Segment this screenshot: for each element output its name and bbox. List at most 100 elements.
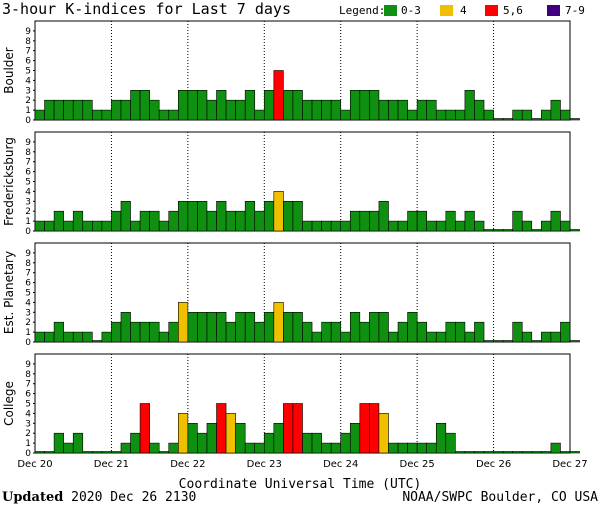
kp-bar xyxy=(521,220,533,232)
kp-bar xyxy=(111,451,122,454)
kp-bar xyxy=(378,201,389,232)
y-tick-label: 7 xyxy=(25,380,31,390)
kp-bar xyxy=(187,201,198,232)
kp-bar xyxy=(359,403,370,454)
kp-bar xyxy=(426,99,437,121)
kp-bar xyxy=(521,331,533,343)
kp-bar xyxy=(311,220,322,232)
kp-bar xyxy=(435,422,447,454)
y-tick-label: 4 xyxy=(25,187,31,197)
kp-bar xyxy=(292,201,303,232)
kp-bar xyxy=(72,331,84,343)
y-tick-label: 4 xyxy=(25,409,31,419)
kp-bar xyxy=(493,451,504,454)
y-tick-label: 4 xyxy=(25,298,31,308)
x-tick-label: Dec 23 xyxy=(247,459,282,470)
kp-bar xyxy=(187,422,198,454)
kp-bar xyxy=(445,432,456,454)
kp-bar xyxy=(569,118,580,121)
kp-bar xyxy=(493,118,504,121)
kp-bar xyxy=(168,109,179,121)
kp-bar xyxy=(254,109,265,121)
kp-bar xyxy=(216,403,227,454)
kp-bar xyxy=(92,109,103,121)
kp-bar xyxy=(378,413,389,454)
y-tick-label: 4 xyxy=(25,76,31,86)
y-tick-label: 9 xyxy=(25,138,31,148)
kp-bar xyxy=(120,201,131,232)
kp-bar xyxy=(72,432,84,454)
kp-bar xyxy=(187,311,198,343)
kp-bar xyxy=(283,201,294,232)
kp-bar xyxy=(388,442,399,454)
kp-bar xyxy=(455,220,466,232)
y-tick-label: 6 xyxy=(25,390,31,400)
y-tick-label: 0 xyxy=(25,116,31,126)
kp-bar xyxy=(369,210,380,232)
panel-label: Boulder xyxy=(2,47,16,94)
kp-bar xyxy=(130,432,141,454)
x-tick-label: Dec 26 xyxy=(476,459,511,470)
kp-bar xyxy=(34,331,45,343)
kp-bar xyxy=(53,99,64,121)
kp-bar xyxy=(407,109,418,121)
kp-bar xyxy=(407,442,418,454)
kp-bar xyxy=(139,403,150,454)
x-tick-label: Dec 22 xyxy=(170,459,205,470)
y-tick-label: 7 xyxy=(25,47,31,57)
kp-bar xyxy=(273,302,284,343)
kp-bar xyxy=(483,451,494,454)
kp-bar xyxy=(225,413,236,454)
kp-bar xyxy=(483,229,494,232)
source-credit: NOAA/SWPC Boulder, CO USA xyxy=(402,490,598,505)
kp-bar xyxy=(82,99,93,121)
kp-bar xyxy=(53,210,64,232)
kp-bar xyxy=(139,210,150,232)
y-tick-label: 3 xyxy=(25,197,31,207)
kp-bar xyxy=(178,413,189,454)
kp-bar xyxy=(178,201,189,232)
kp-bar xyxy=(225,210,236,232)
kp-bar xyxy=(206,422,217,454)
y-tick-label: 8 xyxy=(25,37,31,47)
kp-bar xyxy=(550,99,561,121)
y-tick-label: 1 xyxy=(25,328,31,338)
panel-label: Fredericksburg xyxy=(2,137,16,226)
kp-bar xyxy=(225,99,236,121)
y-tick-label: 3 xyxy=(25,86,31,96)
kp-bar xyxy=(244,201,256,232)
kp-bar xyxy=(235,422,246,454)
kp-bar xyxy=(111,321,122,343)
kp-bar xyxy=(321,321,332,343)
kp-bar xyxy=(82,220,93,232)
x-tick-label: Dec 24 xyxy=(323,459,358,470)
kp-bar xyxy=(311,432,322,454)
kp-bar xyxy=(397,220,408,232)
kp-bar xyxy=(72,210,84,232)
kp-bar xyxy=(397,442,408,454)
kp-bar xyxy=(369,90,380,121)
kp-bar xyxy=(82,451,93,454)
kp-bar xyxy=(521,109,533,121)
kp-bar xyxy=(263,311,275,343)
kp-bar xyxy=(283,90,294,121)
legend-text-4: 4 xyxy=(460,4,467,17)
kp-bar xyxy=(541,220,552,232)
y-tick-label: 9 xyxy=(25,360,31,370)
kp-bar xyxy=(139,90,150,121)
kp-bar xyxy=(531,229,542,232)
kp-bar xyxy=(426,442,437,454)
y-tick-label: 8 xyxy=(25,259,31,269)
x-tick-label: Dec 21 xyxy=(94,459,129,470)
kp-bar xyxy=(512,210,523,232)
y-tick-label: 8 xyxy=(25,148,31,158)
y-tick-label: 5 xyxy=(25,178,31,188)
y-tick-label: 3 xyxy=(25,308,31,318)
kp-bar xyxy=(445,210,456,232)
kp-bar xyxy=(560,109,571,121)
kp-bar xyxy=(206,99,217,121)
y-tick-label: 5 xyxy=(25,400,31,410)
kp-bar xyxy=(340,432,351,454)
y-tick-label: 1 xyxy=(25,439,31,449)
y-tick-label: 8 xyxy=(25,370,31,380)
